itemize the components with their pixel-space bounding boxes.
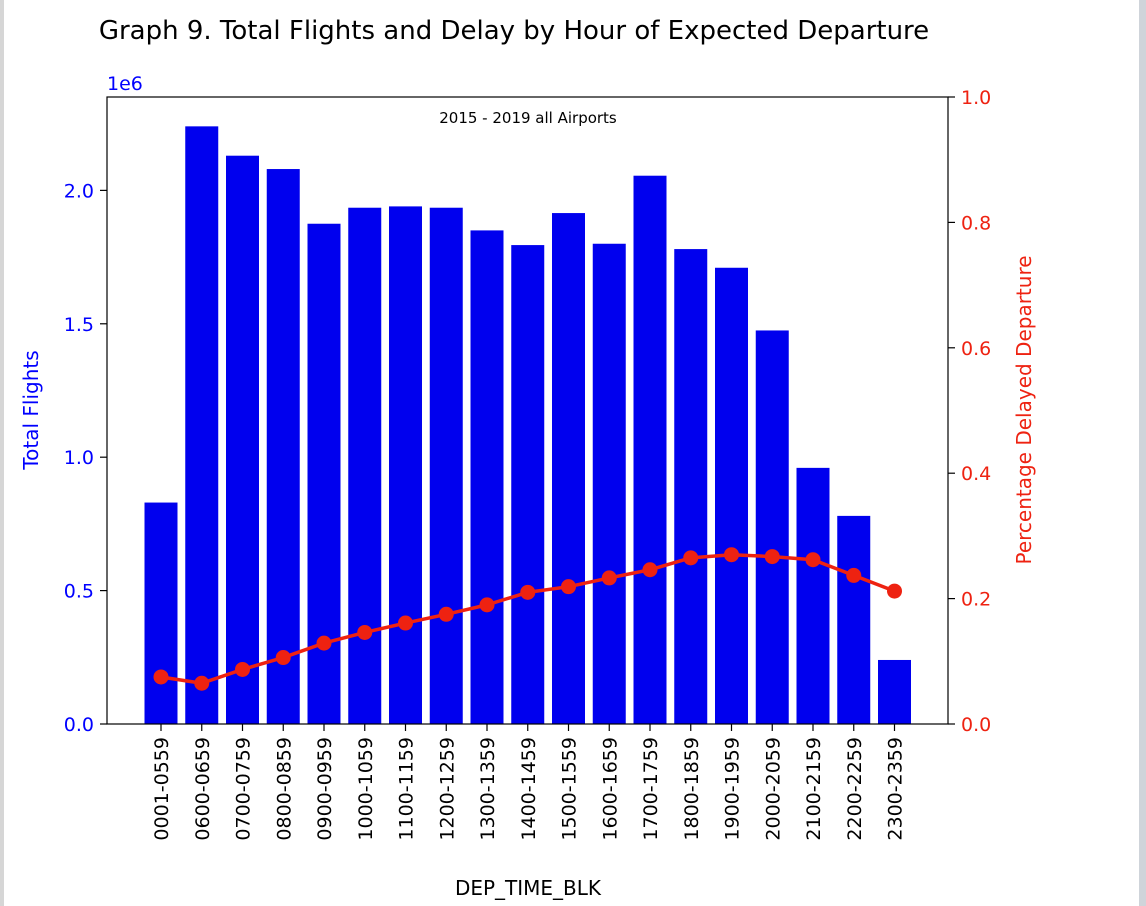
delay-point-2200-2259 <box>846 567 862 583</box>
delay-point-1300-1359 <box>479 597 495 613</box>
left-axis-label: Total Flights <box>19 350 43 470</box>
delay-point-2300-2359 <box>887 583 902 599</box>
bar-1900-1959 <box>715 267 748 724</box>
x-tick-label: 1000-1059 <box>355 737 377 841</box>
x-tick-label: 1600-1659 <box>599 737 621 841</box>
left-axis-scale-label: 1e6 <box>107 73 143 95</box>
left-tick-label: 2.0 <box>64 180 94 202</box>
bar-1000-1059 <box>348 207 382 724</box>
delay-point-0001-0559 <box>153 669 169 685</box>
x-tick-label: 2100-2159 <box>803 737 825 841</box>
delay-point-0600-0659 <box>194 675 210 691</box>
x-tick-label: 1300-1359 <box>477 737 499 841</box>
delay-line-series <box>153 547 902 691</box>
delay-point-1700-1759 <box>642 562 658 578</box>
x-tick-label: 0700-0759 <box>233 737 255 841</box>
chart-title: Graph 9. Total Flights and Delay by Hour… <box>99 16 929 46</box>
bar-0600-0659 <box>185 126 219 724</box>
delay-point-1500-1559 <box>561 579 576 595</box>
x-tick-label: 2000-2059 <box>762 737 784 841</box>
delay-point-1900-1959 <box>724 547 739 563</box>
x-tick-label: 1400-1459 <box>518 737 540 841</box>
delay-point-2000-2059 <box>764 549 780 565</box>
x-tick-label: 0600-0659 <box>192 737 214 841</box>
x-tick-label: 1200-1259 <box>436 737 458 841</box>
bar-series <box>144 126 911 725</box>
delay-point-1000-1059 <box>357 624 373 640</box>
bar-0001-0559 <box>144 502 178 724</box>
x-tick-label: 2300-2359 <box>885 737 907 841</box>
bar-0800-0859 <box>266 169 300 724</box>
right-tick-label: 0.8 <box>961 212 991 234</box>
x-tick-label: 1700-1759 <box>640 737 662 841</box>
delay-point-0900-0959 <box>316 635 332 651</box>
bar-2300-2359 <box>878 659 911 724</box>
right-axis: 0.0 0.2 0.4 0.6 0.8 1.0 <box>948 87 991 736</box>
left-axis: 0.0 0.5 1.0 1.5 2.0 <box>64 180 107 736</box>
x-tick-label: 0001-0559 <box>151 737 173 841</box>
bar-2000-2059 <box>755 330 789 724</box>
bar-1600-1659 <box>592 243 626 724</box>
x-axis-label: DEP_TIME_BLK <box>455 876 602 900</box>
x-tick-label: 1500-1559 <box>559 737 581 841</box>
x-axis: 0001-0559 0600-0659 0700-0759 0800-0859 0900… <box>151 724 907 841</box>
bar-0700-0759 <box>226 155 259 724</box>
right-tick-label: 1.0 <box>961 87 991 109</box>
delay-point-2100-2159 <box>805 552 821 568</box>
chart-annotation: 2015 - 2019 all Airports <box>439 109 617 127</box>
right-axis-label: Percentage Delayed Departure <box>1012 255 1036 564</box>
delay-point-1800-1859 <box>683 550 699 566</box>
bar-1400-1459 <box>511 245 545 724</box>
x-tick-label: 1800-1859 <box>681 737 703 841</box>
x-tick-label: 1900-1959 <box>722 737 744 841</box>
left-tick-label: 0.5 <box>64 581 94 603</box>
window-scrollbar-track[interactable] <box>1139 0 1146 906</box>
window-edge-left <box>0 0 4 906</box>
bar-1200-1259 <box>429 207 463 724</box>
x-tick-label: 0800-0859 <box>273 737 295 841</box>
bar-2100-2159 <box>796 467 830 724</box>
right-tick-label: 0.2 <box>961 589 991 611</box>
bar-1700-1759 <box>633 175 667 725</box>
bar-1800-1859 <box>674 249 708 724</box>
delay-point-1100-1159 <box>398 615 413 631</box>
left-tick-label: 0.0 <box>64 714 94 736</box>
right-tick-label: 0.4 <box>961 463 991 485</box>
x-tick-label: 0900-0959 <box>314 737 336 841</box>
x-tick-label: 1100-1159 <box>396 737 418 841</box>
bar-1300-1359 <box>470 230 504 725</box>
delay-point-1400-1459 <box>520 584 536 600</box>
bar-2200-2259 <box>837 515 871 724</box>
right-tick-label: 0.6 <box>961 338 991 360</box>
left-tick-label: 1.0 <box>64 447 94 469</box>
bar-1100-1159 <box>389 206 422 725</box>
bar-1500-1559 <box>552 213 585 724</box>
left-tick-label: 1.5 <box>64 314 94 336</box>
x-tick-label: 2200-2259 <box>844 737 866 841</box>
delay-point-0700-0759 <box>235 661 250 677</box>
delay-point-0800-0859 <box>275 650 291 666</box>
right-tick-label: 0.0 <box>961 714 991 736</box>
delay-point-1200-1259 <box>438 606 454 622</box>
delay-point-1600-1659 <box>601 570 617 586</box>
